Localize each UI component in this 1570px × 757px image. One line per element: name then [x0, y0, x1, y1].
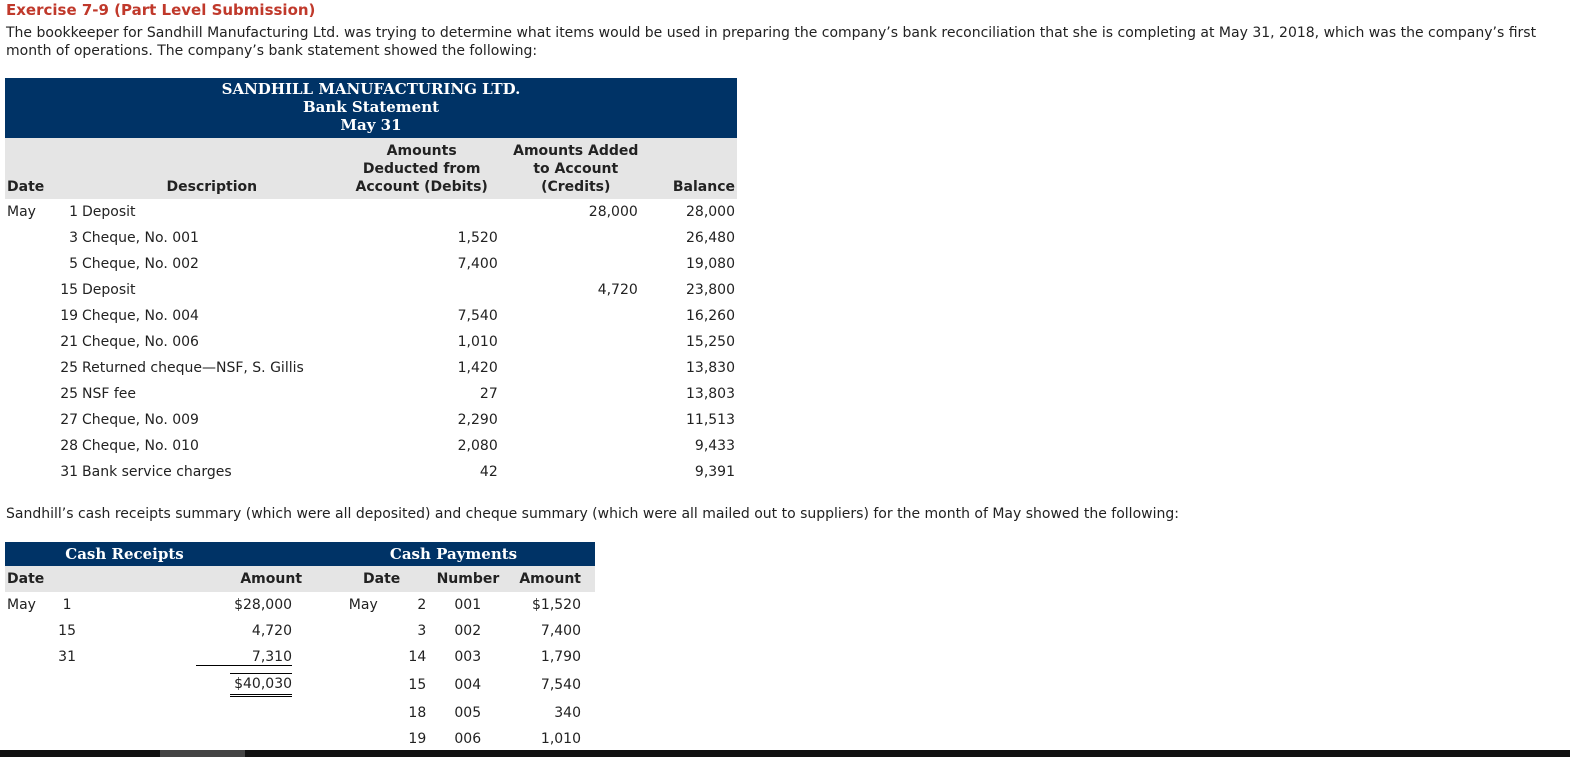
- table-row: 31 Bank service charges 42 9,391: [60, 464, 735, 480]
- table-row: 19 006 1,010: [408, 731, 581, 747]
- col-debits: Amounts Deducted from Account (Debits): [343, 138, 500, 199]
- receipts-col-date: Date: [5, 566, 84, 592]
- payments-col-number: Number: [402, 566, 508, 592]
- table-row: 5 Cheque, No. 002 7,400 19,080: [69, 256, 735, 272]
- receipts-total: $40,030: [230, 673, 293, 697]
- intro-paragraph: The bookkeeper for Sandhill Manufacturin…: [6, 25, 1537, 59]
- table-row: 25 Returned cheque—NSF, S. Gillis 1,420 13,…: [60, 360, 735, 376]
- col-balance: Balance: [651, 138, 737, 199]
- payments-col-date: Date: [312, 566, 403, 592]
- cash-payments-title: Cash Payments: [312, 542, 595, 566]
- col-credits: Amounts Added to Account (Credits): [499, 138, 652, 199]
- table-row: 21 Cheque, No. 006 1,010 15,250: [60, 334, 735, 350]
- table-row: 19 Cheque, No. 004 7,540 16,260: [60, 308, 735, 324]
- table-row: May 1 Deposit 28,000 28,000: [7, 204, 735, 220]
- bank-doc-title: Bank Statement: [5, 98, 737, 116]
- table-row: 28 Cheque, No. 010 2,080 9,433: [60, 438, 735, 454]
- table-row: 3 Cheque, No. 001 1,520 26,480: [69, 230, 735, 246]
- summary-paragraph: Sandhill’s cash receipts summary (which …: [6, 506, 1179, 522]
- table-row: 25 NSF fee 27 13,803: [60, 386, 735, 402]
- table-row: $40,030 15 004 7,540: [5, 670, 595, 700]
- table-row: 18 005 340: [408, 705, 581, 721]
- bank-statement-date: May 31: [5, 116, 737, 138]
- horizontal-scrollbar[interactable]: [0, 750, 1570, 757]
- scrollbar-thumb[interactable]: [160, 750, 245, 757]
- bank-company-name: SANDHILL MANUFACTURING LTD.: [5, 78, 737, 98]
- exercise-title: Exercise 7-9 (Part Level Submission): [6, 1, 316, 19]
- table-row: 31 7,310 14 003 1,790: [58, 648, 581, 666]
- bank-statement-table: SANDHILL MANUFACTURING LTD. Bank Stateme…: [5, 78, 737, 485]
- cash-summary-table: Cash Receipts Cash Payments Date Amount …: [5, 542, 595, 752]
- payments-col-amount: Amount: [507, 566, 595, 592]
- table-row: 15 Deposit 4,720 23,800: [60, 282, 735, 298]
- receipts-col-amount: Amount: [84, 566, 313, 592]
- col-date: Date: [5, 138, 81, 199]
- cash-receipts-title: Cash Receipts: [5, 542, 313, 566]
- table-row: May 1 $28,000 May 2 001 $1,520: [7, 597, 581, 613]
- table-row: 15 4,720 3 002 7,400: [58, 623, 581, 639]
- table-row: 27 Cheque, No. 009 2,290 11,513: [60, 412, 735, 428]
- col-description: Description: [80, 138, 344, 199]
